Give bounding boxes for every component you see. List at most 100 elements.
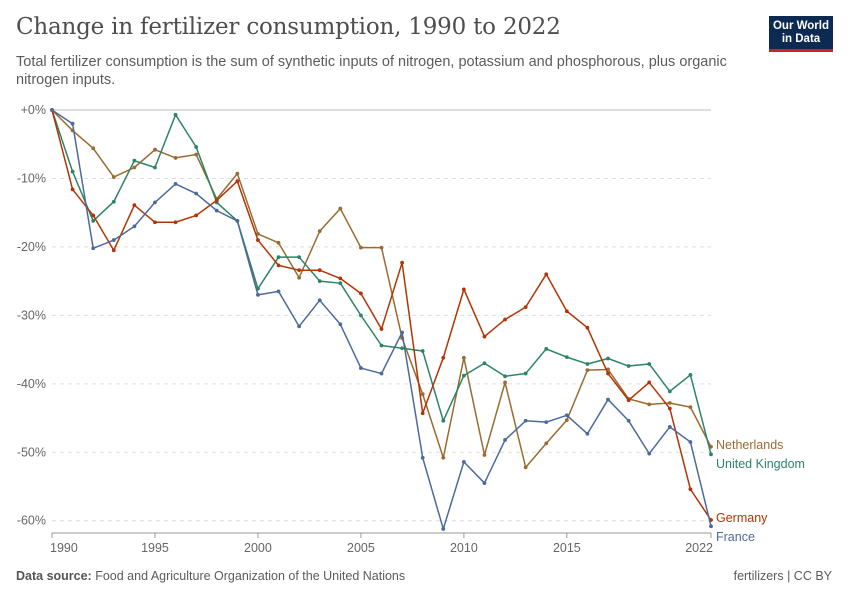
data-point-united-kingdom[interactable]	[688, 373, 693, 377]
data-point-france[interactable]	[214, 208, 219, 213]
data-point-france[interactable]	[317, 298, 322, 303]
data-point-netherlands[interactable]	[91, 146, 96, 151]
data-point-netherlands[interactable]	[111, 175, 116, 179]
data-point-united-kingdom[interactable]	[194, 145, 199, 149]
data-point-france[interactable]	[441, 527, 446, 531]
data-point-germany[interactable]	[379, 327, 384, 331]
series-line-netherlands[interactable]	[51, 109, 712, 469]
data-point-netherlands[interactable]	[441, 455, 446, 460]
data-point-netherlands[interactable]	[523, 465, 528, 470]
data-point-france[interactable]	[626, 418, 631, 423]
data-point-united-kingdom[interactable]	[647, 362, 652, 366]
data-point-united-kingdom[interactable]	[297, 255, 302, 260]
data-point-netherlands[interactable]	[585, 368, 590, 373]
data-point-germany[interactable]	[420, 411, 425, 416]
data-point-germany[interactable]	[297, 268, 302, 273]
data-point-france[interactable]	[111, 238, 116, 242]
data-point-united-kingdom[interactable]	[400, 346, 404, 351]
data-point-germany[interactable]	[235, 179, 240, 184]
data-point-france[interactable]	[297, 324, 302, 329]
data-point-germany[interactable]	[111, 248, 116, 253]
data-point-united-kingdom[interactable]	[585, 362, 590, 366]
license-link[interactable]: fertilizers | CC BY	[733, 569, 832, 583]
data-point-france[interactable]	[482, 481, 487, 485]
data-point-germany[interactable]	[276, 263, 281, 268]
data-point-united-kingdom[interactable]	[667, 389, 672, 394]
data-point-germany[interactable]	[544, 272, 549, 277]
data-point-germany[interactable]	[585, 325, 590, 330]
data-point-germany[interactable]	[667, 406, 672, 411]
data-point-germany[interactable]	[256, 238, 260, 242]
data-point-france[interactable]	[606, 397, 610, 402]
data-point-germany[interactable]	[338, 276, 343, 281]
series-line-united-kingdom[interactable]	[51, 109, 712, 455]
data-point-germany[interactable]	[441, 355, 446, 360]
data-point-united-kingdom[interactable]	[523, 371, 528, 376]
data-point-united-kingdom[interactable]	[709, 452, 713, 457]
data-point-united-kingdom[interactable]	[564, 355, 569, 360]
data-point-france[interactable]	[564, 413, 569, 418]
data-point-germany[interactable]	[214, 198, 219, 203]
data-point-france[interactable]	[132, 224, 137, 229]
series-line-france[interactable]	[51, 109, 712, 530]
data-point-france[interactable]	[503, 438, 507, 442]
data-point-germany[interactable]	[173, 220, 178, 225]
data-point-netherlands[interactable]	[647, 402, 652, 407]
data-point-france[interactable]	[256, 292, 260, 297]
data-point-netherlands[interactable]	[379, 245, 384, 250]
data-point-netherlands[interactable]	[544, 441, 549, 446]
data-point-germany[interactable]	[132, 203, 137, 208]
data-point-united-kingdom[interactable]	[317, 279, 322, 284]
data-point-netherlands[interactable]	[173, 156, 178, 160]
data-point-netherlands[interactable]	[153, 147, 157, 152]
data-point-netherlands[interactable]	[359, 245, 363, 250]
data-point-netherlands[interactable]	[276, 240, 281, 245]
data-point-france[interactable]	[544, 420, 549, 425]
data-point-netherlands[interactable]	[503, 380, 507, 385]
data-point-france[interactable]	[50, 108, 54, 112]
data-point-france[interactable]	[585, 431, 590, 436]
data-point-united-kingdom[interactable]	[359, 313, 363, 318]
data-point-united-kingdom[interactable]	[461, 373, 466, 378]
data-point-united-kingdom[interactable]	[503, 374, 507, 379]
data-point-germany[interactable]	[194, 213, 199, 218]
data-point-united-kingdom[interactable]	[482, 361, 487, 366]
data-point-netherlands[interactable]	[482, 453, 487, 457]
data-point-germany[interactable]	[626, 398, 631, 403]
data-point-germany[interactable]	[461, 287, 466, 292]
data-point-netherlands[interactable]	[338, 206, 343, 211]
data-point-germany[interactable]	[482, 334, 487, 339]
data-point-france[interactable]	[420, 455, 425, 460]
data-point-netherlands[interactable]	[194, 152, 199, 157]
data-point-france[interactable]	[400, 330, 404, 335]
data-point-netherlands[interactable]	[667, 401, 672, 405]
data-point-netherlands[interactable]	[420, 392, 425, 396]
data-point-united-kingdom[interactable]	[173, 112, 178, 117]
data-point-france[interactable]	[70, 121, 75, 126]
data-point-germany[interactable]	[70, 187, 75, 192]
data-point-united-kingdom[interactable]	[379, 343, 384, 348]
data-point-united-kingdom[interactable]	[441, 418, 446, 423]
data-point-united-kingdom[interactable]	[338, 281, 343, 286]
data-point-united-kingdom[interactable]	[606, 356, 610, 361]
data-point-france[interactable]	[338, 322, 343, 327]
data-point-germany[interactable]	[523, 305, 528, 310]
data-point-france[interactable]	[359, 366, 363, 370]
data-point-germany[interactable]	[688, 487, 693, 492]
data-point-netherlands[interactable]	[132, 165, 137, 170]
data-point-france[interactable]	[194, 191, 199, 196]
data-point-france[interactable]	[153, 200, 157, 205]
data-point-united-kingdom[interactable]	[626, 364, 631, 368]
data-point-germany[interactable]	[91, 213, 96, 218]
data-point-netherlands[interactable]	[461, 355, 466, 360]
data-point-france[interactable]	[173, 182, 178, 186]
data-point-germany[interactable]	[359, 291, 363, 296]
data-point-united-kingdom[interactable]	[91, 218, 96, 223]
data-point-netherlands[interactable]	[317, 229, 322, 234]
data-point-france[interactable]	[91, 246, 96, 251]
data-point-germany[interactable]	[317, 268, 322, 273]
data-point-france[interactable]	[379, 371, 384, 376]
data-point-france[interactable]	[523, 418, 528, 423]
data-point-germany[interactable]	[153, 220, 157, 225]
data-point-france[interactable]	[667, 425, 672, 429]
